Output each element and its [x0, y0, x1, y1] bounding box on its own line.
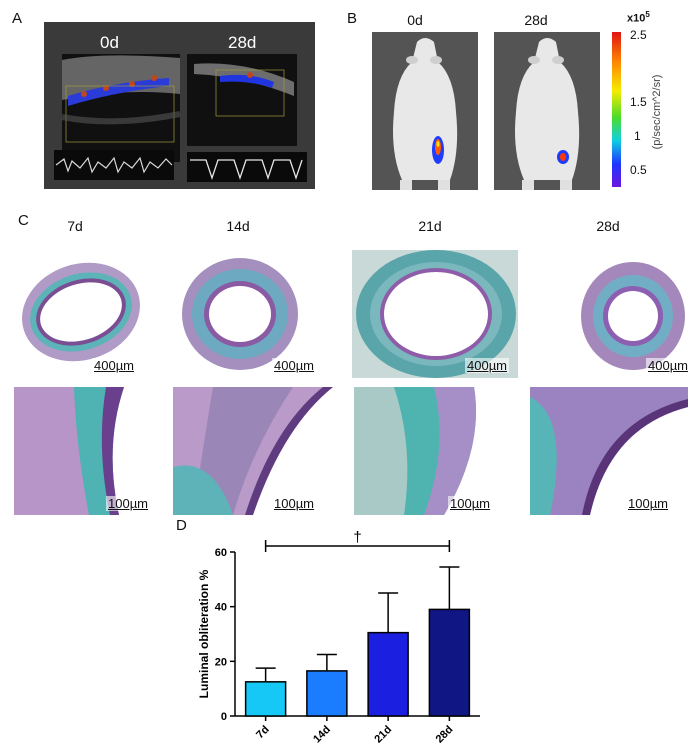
significance-marker: † [353, 530, 361, 546]
scale-bar-100-28d: 100µm [626, 496, 671, 511]
histology-high-7d [14, 387, 171, 515]
panel-label-c: C [18, 212, 29, 229]
bar-21d [367, 631, 409, 717]
mouse-silhouette-0d [372, 32, 478, 190]
scale-bar-400-21d: 400µm [465, 358, 510, 373]
x-tick-label: 7d [254, 724, 272, 742]
histology-low-21d [352, 250, 518, 378]
panel-a-label-0d: 0d [100, 33, 119, 52]
colorbar-multiplier: x105 [627, 10, 650, 25]
panel-label-a: A [12, 10, 23, 27]
x-tick-label: 21d [372, 724, 394, 746]
panel-b-label-0d: 0d [407, 12, 423, 28]
colorbar-tick-1-5: 1.5 [630, 95, 647, 109]
panel-label-b: B [347, 10, 358, 27]
panel-label-d: D [176, 517, 187, 534]
bioluminescence-image-0d [372, 32, 478, 190]
y-tick-label: 60 [215, 547, 227, 559]
colorbar-tick-1: 1 [634, 129, 641, 143]
histology-high-28d [530, 387, 688, 515]
panel-b-label-28d: 28d [524, 12, 548, 28]
histology-high-21d [354, 387, 512, 515]
scale-bar-400-14d: 400µm [272, 358, 317, 373]
scale-bar-100-21d: 100µm [448, 496, 493, 511]
colorbar [612, 32, 621, 187]
y-tick-label: 0 [221, 711, 227, 723]
panel-a-label-28d: 28d [228, 33, 257, 52]
histology-high-14d [173, 387, 333, 515]
scale-bar-400-7d: 400µm [92, 358, 137, 373]
panel-c-label-7d: 7d [67, 218, 83, 234]
x-tick-label: 14d [311, 724, 333, 746]
histology-low-28d [578, 256, 688, 378]
colorbar-unit: (p/sec/cm^2/sr) [651, 74, 663, 150]
panel-c-label-28d: 28d [596, 218, 620, 234]
mouse-silhouette-28d [494, 32, 600, 190]
colorbar-tick-0-5: 0.5 [630, 163, 647, 177]
bioluminescence-image-28d [494, 32, 600, 190]
y-tick-label: 40 [215, 602, 227, 614]
x-tick-label: 28d [434, 724, 456, 746]
histology-low-14d [174, 250, 308, 378]
y-tick-label: 20 [215, 656, 227, 668]
bar-14d [306, 670, 348, 717]
scale-bar-100-14d: 100µm [272, 496, 317, 511]
ultrasound-figure [44, 22, 315, 189]
bar-7d [244, 681, 287, 717]
panel-c-label-14d: 14d [226, 218, 250, 234]
panel-c-label-21d: 21d [418, 218, 442, 234]
y-axis-label: Luminal obliteration % [197, 569, 211, 698]
bar-chart: Luminal obliteration % † 0 20 40 60 7d 14d 21d… [197, 530, 480, 746]
scale-bar-400-28d: 400µm [646, 358, 691, 373]
bar-28d [428, 608, 471, 717]
scale-bar-100-7d: 100µm [106, 496, 151, 511]
ultrasound-image-panel [44, 22, 315, 189]
colorbar-tick-2-5: 2.5 [630, 28, 647, 42]
histology-low-7d [14, 250, 148, 378]
